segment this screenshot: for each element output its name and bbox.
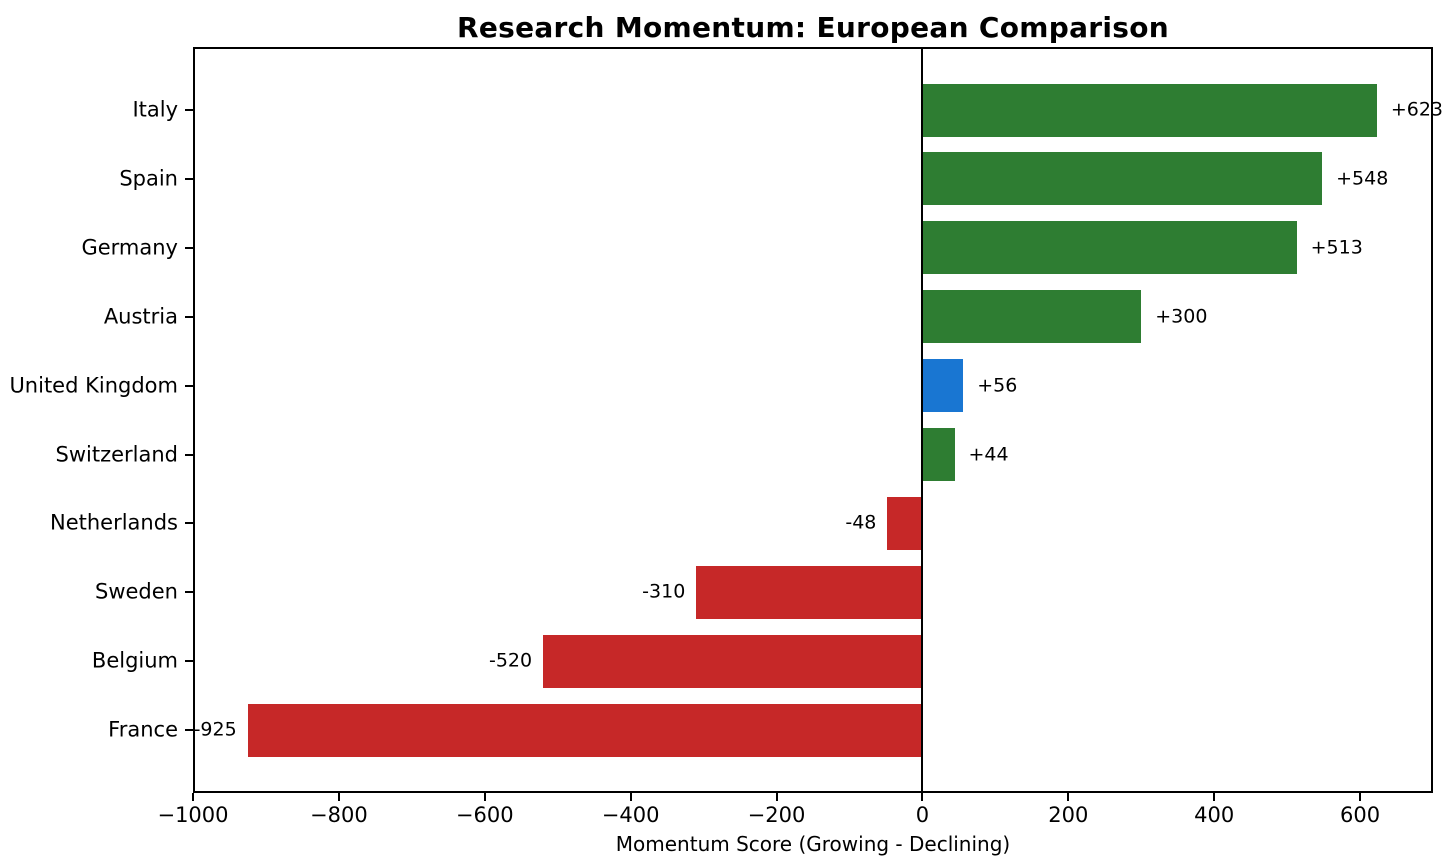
bar-value-label: -310 (642, 580, 686, 603)
x-tick-mark (337, 793, 340, 801)
y-tick-label: Spain (119, 166, 178, 191)
y-tick-label: France (108, 717, 178, 742)
y-tick-mark (185, 522, 193, 525)
x-tick-mark (1359, 793, 1362, 801)
bar (922, 428, 955, 481)
y-tick-label: Germany (81, 235, 178, 260)
bar-value-label: -925 (193, 718, 237, 741)
y-tick-label: Belgium (91, 648, 178, 673)
bar-value-label: -48 (845, 511, 877, 534)
chart-title: Research Momentum: European Comparison (456, 11, 1170, 44)
y-tick-mark (185, 729, 193, 732)
bar-value-label: +56 (977, 374, 1018, 397)
y-tick-mark (185, 660, 193, 663)
x-tick-mark (192, 793, 194, 801)
x-tick-mark (629, 793, 632, 801)
x-tick-label: 0 (915, 803, 930, 827)
x-tick-label: 400 (1194, 803, 1235, 827)
bar-value-label: +300 (1155, 305, 1208, 328)
bar (922, 152, 1323, 206)
y-tick-label: Switzerland (55, 442, 179, 466)
x-tick-mark (1213, 793, 1216, 801)
x-tick-mark (483, 793, 486, 801)
bar-value-label: +513 (1310, 236, 1363, 259)
y-tick-mark (185, 453, 193, 456)
x-tick-mark (921, 793, 924, 801)
x-tick-mark (1067, 793, 1070, 801)
x-tick-label: −800 (310, 803, 368, 827)
bar (696, 565, 923, 619)
y-tick-mark (185, 315, 193, 318)
x-tick-label: 200 (1048, 803, 1089, 827)
bar (922, 290, 1142, 344)
y-tick-mark (185, 109, 193, 111)
x-tick-label: −600 (455, 803, 514, 827)
y-tick-label: Italy (132, 97, 178, 122)
y-tick-mark (185, 177, 193, 180)
x-tick-mark (775, 793, 778, 801)
x-tick-label: −400 (601, 803, 660, 827)
y-tick-label: United Kingdom (9, 373, 178, 398)
bar (922, 221, 1297, 275)
x-axis-label: Momentum Score (Growing - Declining) (615, 832, 1011, 856)
y-tick-mark (185, 246, 193, 249)
bar (887, 496, 923, 550)
bar (543, 634, 923, 688)
y-tick-label: Netherlands (49, 510, 178, 535)
bar-value-label: -520 (488, 649, 533, 672)
x-tick-label: −200 (747, 803, 806, 827)
y-tick-mark (185, 384, 193, 387)
bar (922, 83, 1377, 137)
bar-value-label: +623 (1390, 98, 1444, 121)
y-tick-label: Sweden (95, 579, 178, 604)
bar-value-label: +44 (968, 443, 1009, 465)
bar (247, 703, 923, 757)
bar-value-label: +548 (1336, 167, 1389, 190)
x-tick-label: −1000 (157, 803, 229, 827)
x-tick-label: 600 (1340, 803, 1381, 827)
y-tick-mark (185, 591, 193, 594)
y-tick-label: Austria (103, 304, 178, 329)
zero-reference-line (921, 47, 924, 793)
bar (922, 359, 964, 413)
